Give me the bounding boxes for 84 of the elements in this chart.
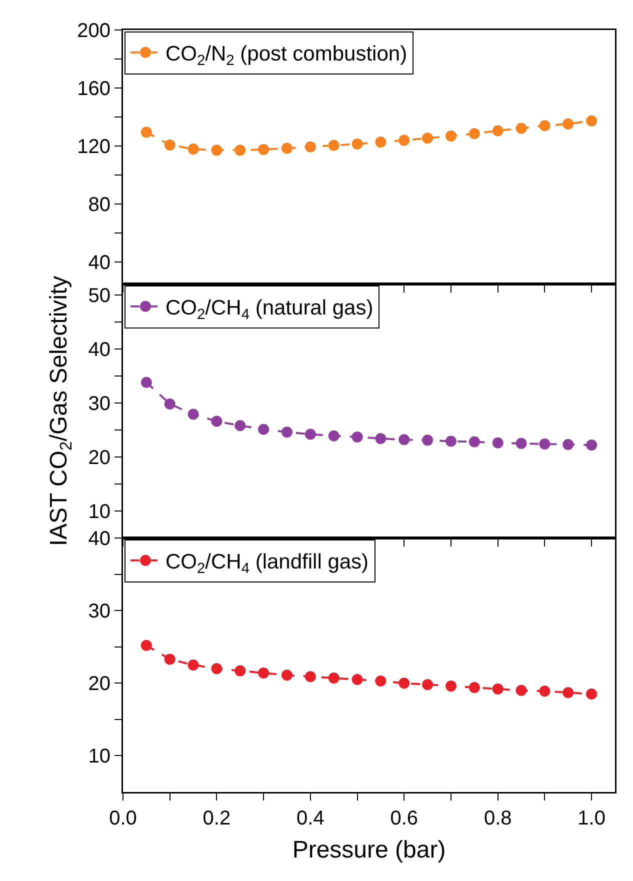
point: [539, 438, 550, 450]
point: [446, 680, 456, 692]
point: [492, 437, 504, 448]
point: [352, 431, 363, 442]
text: 1.0: [578, 808, 606, 830]
point: [282, 142, 292, 154]
point: [446, 130, 456, 142]
y-tick-label: 120: [77, 136, 110, 158]
point: [516, 684, 527, 696]
point: [258, 667, 270, 678]
point: [586, 440, 598, 451]
point: [398, 434, 410, 446]
point: [398, 678, 410, 689]
point: [539, 120, 550, 132]
y-tick-label: 160: [77, 78, 110, 100]
point: [492, 125, 504, 136]
y-tick-label: 80: [88, 194, 110, 216]
point: [562, 439, 574, 450]
y-tick-label: 40: [88, 252, 110, 274]
point: [422, 434, 434, 446]
point: [328, 672, 340, 684]
x-tick-label: 0.6: [390, 808, 418, 830]
point: [398, 134, 410, 146]
point: [586, 115, 598, 126]
point: [188, 144, 199, 155]
y-tick-label: 30: [88, 600, 110, 623]
point: [258, 144, 270, 155]
point: [188, 408, 199, 420]
point: [304, 141, 316, 152]
point: [328, 430, 340, 442]
point: [492, 683, 504, 694]
y-tick-label: 30: [88, 392, 110, 415]
point: [328, 140, 340, 151]
point: [234, 420, 246, 432]
point: [586, 688, 598, 700]
point: [140, 126, 152, 138]
y-tick-label: 10: [88, 500, 110, 523]
point: [468, 436, 480, 448]
x-tick-label: 0.2: [202, 808, 231, 830]
y-tick-label: 200: [77, 20, 110, 42]
point: [164, 139, 176, 150]
point: [352, 138, 363, 150]
x-tick-label: 0.8: [484, 808, 512, 830]
point: [164, 654, 176, 665]
y-tick-label: 10: [88, 746, 110, 768]
point: [516, 122, 527, 134]
point: [468, 128, 480, 140]
point: [140, 640, 152, 651]
point: [562, 687, 574, 698]
point: [304, 428, 316, 440]
point: [539, 686, 550, 697]
point: [468, 682, 480, 693]
point: [211, 663, 222, 674]
x-tick-label: 0.4: [296, 808, 324, 830]
y-tick-label: 40: [88, 338, 110, 361]
text: 0.0: [109, 808, 137, 830]
point: [282, 426, 292, 438]
point: [422, 132, 434, 144]
point: [562, 118, 574, 130]
point: [352, 674, 363, 686]
legend-label: CO$_{2}$/CH$_{4}$ (natural gas): [165, 296, 374, 324]
point: [282, 670, 292, 681]
point: [516, 438, 527, 449]
point: [140, 376, 152, 388]
point: [304, 671, 316, 682]
point: [258, 424, 270, 435]
y-tick-label: 50: [88, 284, 110, 307]
y-tick-label: 40: [88, 528, 110, 550]
point: [446, 436, 456, 447]
legend-label: CO$_{2}$/CH$_{4}$ (landfill gas): [165, 550, 369, 578]
y-tick-label: 20: [88, 673, 110, 696]
point: [422, 679, 434, 690]
point: [211, 416, 222, 427]
point: [375, 675, 386, 686]
point: [375, 433, 386, 444]
point: [234, 144, 246, 156]
legend-label: CO$_{2}$/N$_{2}$ (post combustion): [165, 42, 408, 70]
x-axis-title: Pressure (bar): [292, 836, 446, 864]
point: [188, 660, 199, 670]
point: [211, 144, 222, 156]
point: [375, 136, 386, 148]
y-tick-label: 20: [88, 446, 110, 469]
point: [164, 398, 176, 410]
point: [234, 665, 246, 676]
